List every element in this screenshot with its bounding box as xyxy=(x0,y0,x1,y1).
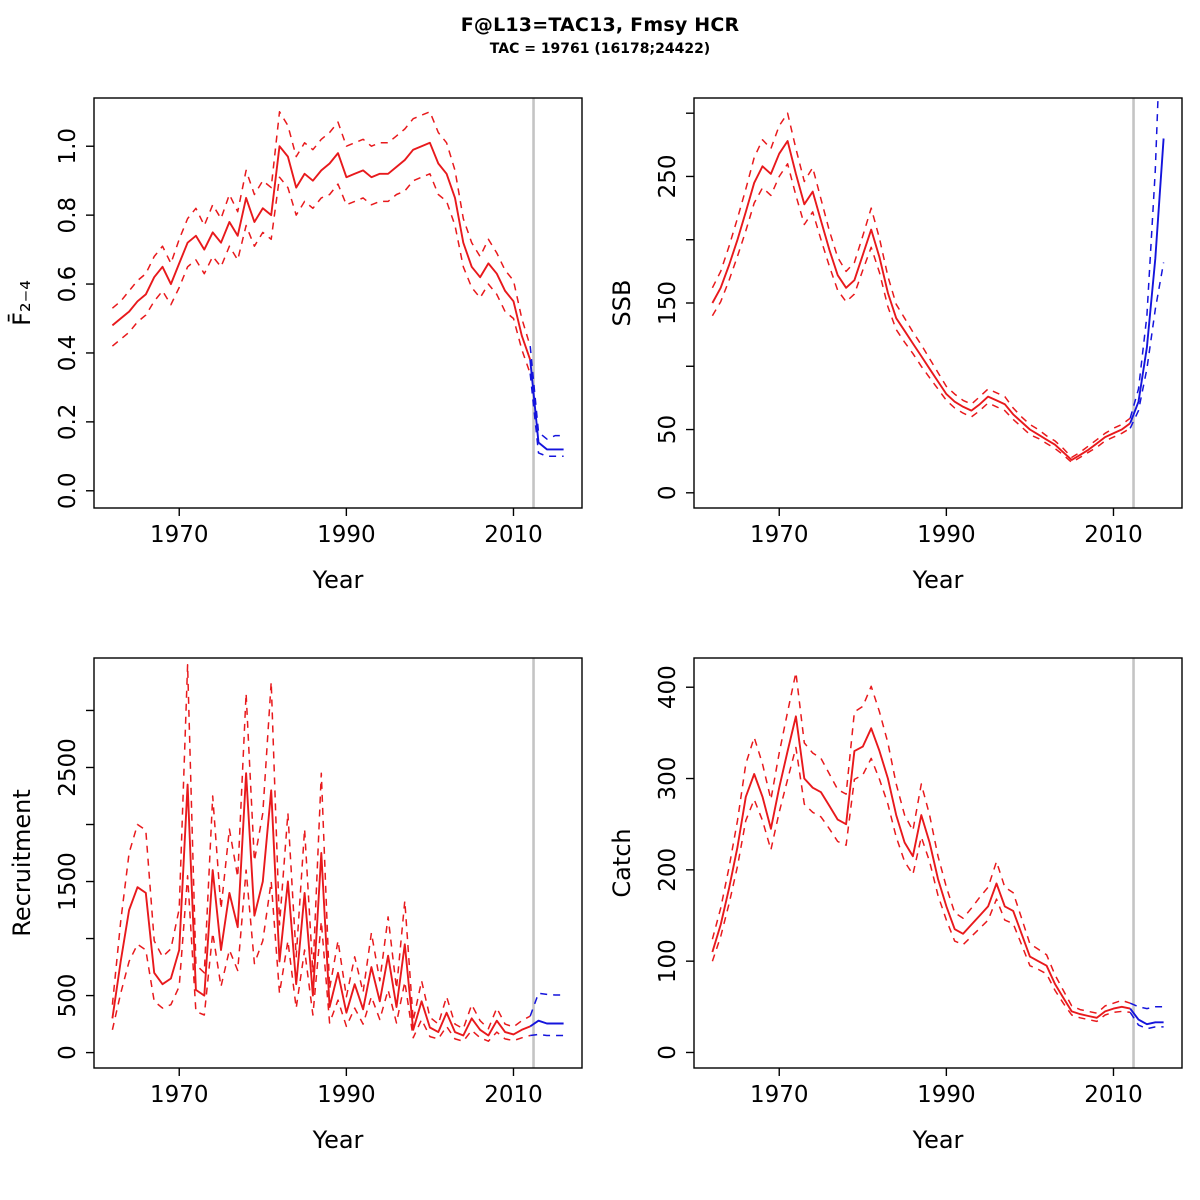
panel-grid: 1970 1990 2010 0.0 0.2 0.4 0.6 0.8 1.0 Year F̄₂₋₄ … xyxy=(0,72,1200,1192)
svg-text:Year: Year xyxy=(312,566,364,594)
svg-text:1500: 1500 xyxy=(55,852,81,911)
svg-text:Year: Year xyxy=(912,566,964,594)
svg-text:200: 200 xyxy=(655,848,681,892)
panel-ssb: 1970 1990 2010 0 50 150 250 Year SSB xyxy=(600,72,1200,632)
svg-text:250: 250 xyxy=(655,155,681,199)
svg-text:100: 100 xyxy=(655,939,681,983)
svg-text:2010: 2010 xyxy=(1084,1082,1143,1108)
figure-header: F@L13=TAC13, Fmsy HCR TAC = 19761 (16178… xyxy=(0,0,1200,72)
svg-text:Year: Year xyxy=(912,1126,964,1154)
svg-text:0.2: 0.2 xyxy=(55,404,81,441)
panel-catch: 1970 1990 2010 0 100 200 300 400 Year Catch xyxy=(600,632,1200,1192)
svg-text:Catch: Catch xyxy=(608,828,636,897)
chart-canvas-catch: 1970 1990 2010 0 100 200 300 400 Year Catch xyxy=(608,657,1183,1154)
svg-text:0: 0 xyxy=(55,1045,81,1060)
panel-fbar: 1970 1990 2010 0.0 0.2 0.4 0.6 0.8 1.0 Year F̄₂₋₄ xyxy=(0,72,600,632)
svg-text:2010: 2010 xyxy=(484,1082,543,1108)
svg-text:0.0: 0.0 xyxy=(55,472,81,509)
svg-text:400: 400 xyxy=(655,665,681,709)
svg-text:1990: 1990 xyxy=(917,522,976,548)
svg-text:1.0: 1.0 xyxy=(55,128,81,165)
chart-canvas-fishing-mortality: 1970 1990 2010 0.0 0.2 0.4 0.6 0.8 1.0 Year F̄₂₋₄ xyxy=(7,97,583,594)
svg-text:0.4: 0.4 xyxy=(55,335,81,372)
figure-title: F@L13=TAC13, Fmsy HCR xyxy=(460,14,740,36)
svg-text:Recruitment: Recruitment xyxy=(8,789,36,936)
svg-text:1970: 1970 xyxy=(150,1082,209,1108)
svg-text:300: 300 xyxy=(655,757,681,801)
svg-text:500: 500 xyxy=(55,974,81,1018)
svg-text:SSB: SSB xyxy=(608,280,636,327)
svg-text:0: 0 xyxy=(655,1045,681,1060)
svg-text:1970: 1970 xyxy=(750,522,809,548)
svg-text:1990: 1990 xyxy=(317,522,376,548)
svg-text:2010: 2010 xyxy=(1084,522,1143,548)
svg-text:1990: 1990 xyxy=(917,1082,976,1108)
panel-recruitment: 1970 1990 2010 0 500 1500 2500 Year Recruitment xyxy=(0,632,600,1192)
svg-text:F̄₂₋₄: F̄₂₋₄ xyxy=(7,280,36,326)
figure-subtitle: TAC = 19761 (16178;24422) xyxy=(489,41,711,57)
svg-text:0: 0 xyxy=(655,485,681,500)
svg-text:1970: 1970 xyxy=(150,522,209,548)
svg-text:50: 50 xyxy=(655,415,681,444)
svg-text:0.6: 0.6 xyxy=(55,266,81,303)
svg-text:2500: 2500 xyxy=(55,738,81,797)
chart-canvas-recruitment: 1970 1990 2010 0 500 1500 2500 Year Recruitment xyxy=(8,657,583,1154)
chart-canvas-ssb: 1970 1990 2010 0 50 150 250 Year SSB xyxy=(608,97,1183,594)
svg-text:1970: 1970 xyxy=(750,1082,809,1108)
svg-text:Year: Year xyxy=(312,1126,364,1154)
svg-text:150: 150 xyxy=(655,281,681,325)
svg-text:1990: 1990 xyxy=(317,1082,376,1108)
svg-text:0.8: 0.8 xyxy=(55,197,81,234)
svg-text:2010: 2010 xyxy=(484,522,543,548)
